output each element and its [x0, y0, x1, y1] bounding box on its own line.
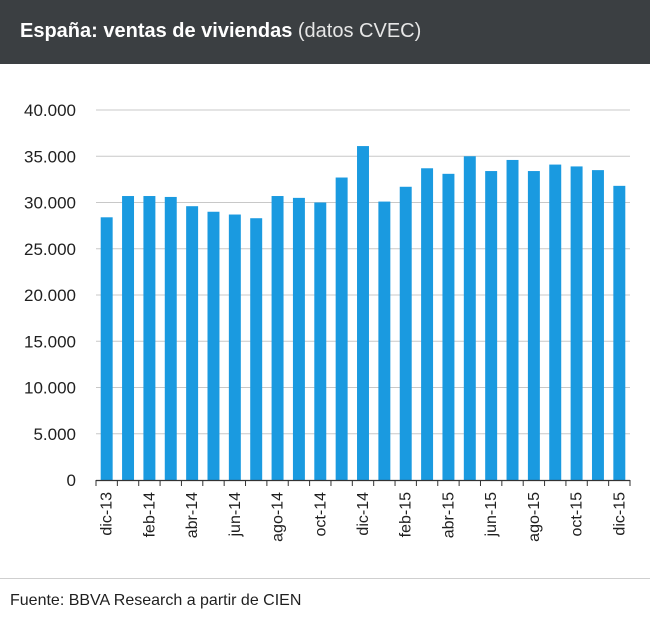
x-tick-label: jun-14: [227, 492, 244, 538]
x-tick-label: jun-15: [483, 492, 500, 538]
bar: [100, 217, 113, 481]
chart-title-subtitle: (datos CVEC): [292, 20, 422, 42]
x-tick-label: feb-15: [398, 492, 415, 537]
x-tick-label: dic-15: [611, 492, 628, 536]
y-tick-label: 0: [67, 471, 76, 490]
x-tick-label: feb-14: [141, 492, 158, 537]
bar: [399, 186, 412, 480]
bar: [292, 197, 305, 480]
bar: [186, 206, 199, 480]
bar: [164, 196, 177, 480]
bar: [570, 166, 583, 481]
x-tick-label: oct-15: [569, 492, 586, 537]
bar: [122, 196, 135, 480]
y-tick-label: 10.000: [24, 379, 76, 398]
x-tick-label: dic-13: [99, 492, 116, 536]
bar: [143, 196, 156, 480]
bar: [250, 218, 263, 480]
x-tick-label: abr-14: [184, 492, 201, 538]
bar: [335, 177, 348, 480]
x-tick-label: ago-14: [270, 492, 287, 542]
x-tick-label: oct-14: [312, 492, 329, 537]
bar-chart: 0 5.000 10.000 15.000 20.000 25.000 30.000 35.0…: [24, 101, 631, 542]
bar: [314, 202, 327, 480]
y-tick-label: 15.000: [24, 332, 76, 351]
y-tick-label: 30.000: [24, 194, 76, 213]
bar: [591, 170, 604, 480]
bar: [613, 185, 626, 480]
y-tick-label: 35.000: [24, 147, 76, 166]
chart-title: España: ventas de viviendas (datos CVEC): [20, 20, 421, 43]
bar: [527, 171, 540, 481]
y-tick-label: 20.000: [24, 286, 76, 305]
bar: [506, 159, 519, 480]
bar: [442, 173, 455, 480]
bar: [207, 211, 220, 480]
source-note: Fuente: BBVA Research a partir de CIEN: [10, 592, 302, 609]
y-tick-label: 25.000: [24, 240, 76, 259]
y-tick-label: 40.000: [24, 101, 76, 120]
footer-divider: [0, 578, 650, 579]
x-tick-label: dic-14: [355, 492, 372, 536]
bar: [378, 201, 391, 480]
bar: [228, 214, 241, 480]
bar: [549, 164, 562, 480]
bar: [271, 196, 284, 480]
chart-title-main: España: ventas de viviendas: [20, 20, 293, 42]
bar: [421, 168, 434, 480]
bar: [485, 171, 498, 481]
bar: [463, 156, 476, 480]
x-tick-label: ago-15: [526, 492, 543, 542]
y-tick-label: 5.000: [33, 425, 76, 444]
bar: [357, 146, 369, 480]
chart-header: España: ventas de viviendas (datos CVEC): [0, 0, 650, 64]
x-tick-label: abr-15: [440, 492, 457, 538]
